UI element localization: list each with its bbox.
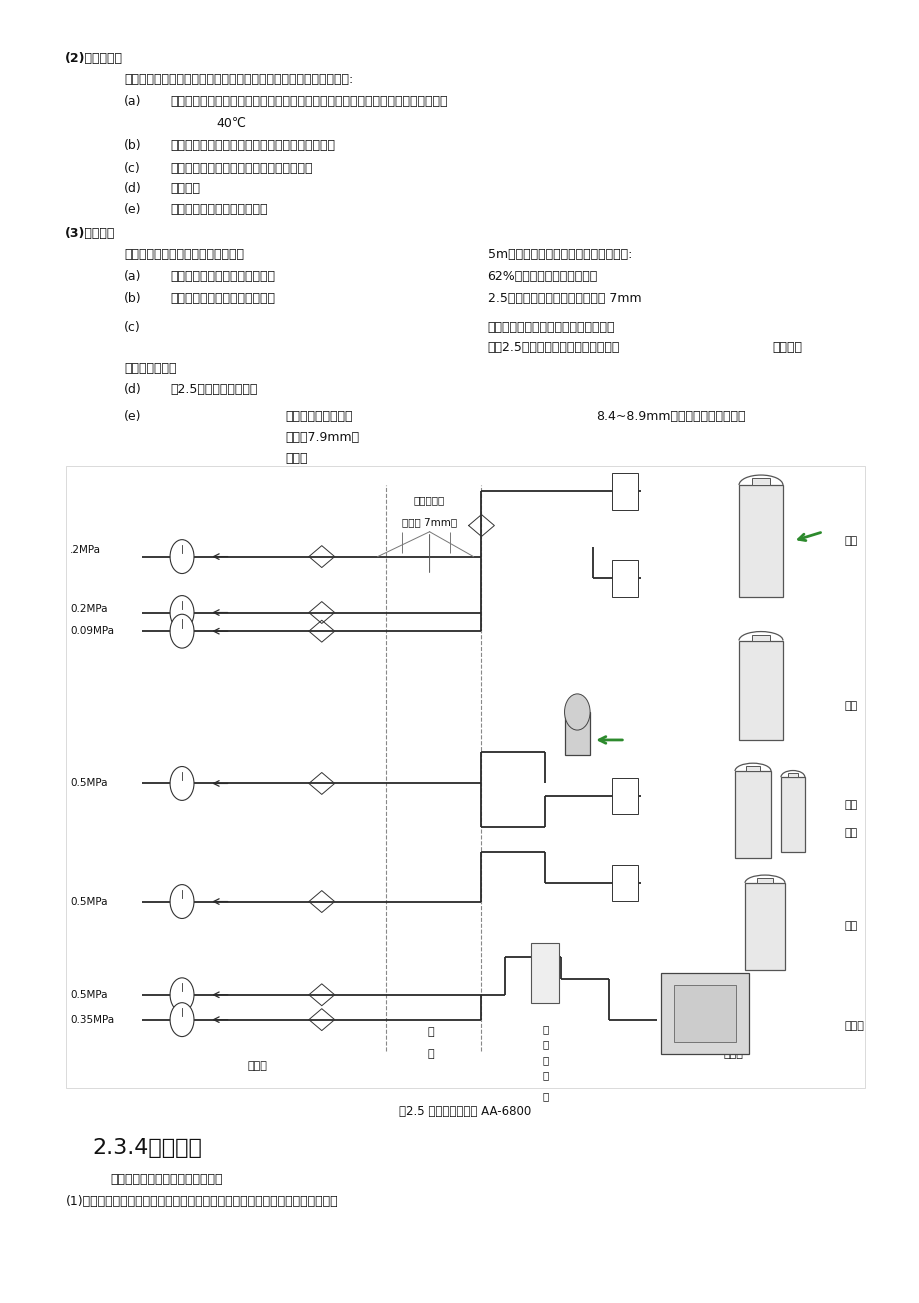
Circle shape bbox=[170, 885, 194, 919]
Text: 如果钢瓶放在户外，配管必须距仪器: 如果钢瓶放在户外，配管必须距仪器 bbox=[124, 248, 244, 261]
Text: 分: 分 bbox=[541, 1055, 548, 1065]
Circle shape bbox=[170, 1003, 194, 1037]
Text: 氩气: 氩气 bbox=[844, 921, 857, 932]
Bar bbox=[752, 635, 769, 641]
Text: （内径 7mm）: （内径 7mm） bbox=[402, 517, 457, 528]
Text: 空压机: 空压机 bbox=[844, 1020, 864, 1031]
Text: (3)气体配管: (3)气体配管 bbox=[64, 227, 115, 240]
Text: 氢气: 氢气 bbox=[844, 701, 857, 710]
Text: 用气水分离器。: 用气水分离器。 bbox=[124, 362, 176, 375]
Circle shape bbox=[170, 977, 194, 1011]
Text: 确认管道直径不太小，不影响表: 确认管道直径不太小，不影响表 bbox=[170, 292, 275, 305]
Text: 0.2MPa: 0.2MPa bbox=[70, 605, 108, 615]
Text: 远离火花源，例如：配电盘，接地线，和高压电源: 远离火花源，例如：配电盘，接地线，和高压电源 bbox=[170, 139, 335, 152]
Text: .2MPa: .2MPa bbox=[70, 546, 101, 555]
Text: (a): (a) bbox=[124, 95, 142, 108]
Text: 截止阀: 截止阀 bbox=[285, 452, 307, 465]
Text: (e): (e) bbox=[124, 410, 142, 423]
Bar bbox=[564, 711, 589, 756]
Text: (c): (c) bbox=[124, 162, 141, 175]
Bar bbox=[66, 466, 864, 1088]
Bar bbox=[612, 865, 638, 902]
Text: 外: 外 bbox=[427, 1049, 434, 1059]
Circle shape bbox=[170, 539, 194, 573]
Text: 2.3.4通风系统: 2.3.4通风系统 bbox=[92, 1138, 201, 1157]
Text: 装一个气水分离器在空气配管系统中，: 装一个气水分离器在空气配管系统中， bbox=[487, 321, 615, 334]
Text: (a): (a) bbox=[124, 270, 142, 283]
Circle shape bbox=[170, 766, 194, 800]
Text: 水: 水 bbox=[541, 1040, 548, 1049]
Bar bbox=[612, 473, 638, 509]
Bar bbox=[738, 485, 782, 597]
Bar bbox=[738, 641, 782, 740]
Text: 图2.5是推荐的管道配置: 图2.5是推荐的管道配置 bbox=[170, 383, 257, 396]
Text: 0.5MPa: 0.5MPa bbox=[70, 896, 108, 907]
Bar bbox=[612, 778, 638, 814]
Text: 为了安全，推荐把钢瓶放在户外。选择满足下列条件的场所放置钢瓶:: 为了安全，推荐把钢瓶放在户外。选择满足下列条件的场所放置钢瓶: bbox=[124, 73, 353, 86]
Text: 就没必要: 就没必要 bbox=[772, 341, 802, 354]
Text: 62%以上的材料作乙炔管道。: 62%以上的材料作乙炔管道。 bbox=[487, 270, 597, 283]
Text: 使用不锈钢配管。不要使用含铜: 使用不锈钢配管。不要使用含铜 bbox=[170, 270, 275, 283]
Bar bbox=[734, 771, 770, 859]
Bar bbox=[788, 773, 797, 777]
Text: 0.5MPa: 0.5MPa bbox=[70, 990, 108, 999]
Text: (2)气瓶的放置: (2)气瓶的放置 bbox=[64, 52, 122, 65]
Text: 8.4~8.9mm，用于连接耐压橡皮管: 8.4~8.9mm，用于连接耐压橡皮管 bbox=[596, 410, 745, 423]
Text: 足够通风: 足够通风 bbox=[170, 182, 200, 195]
Text: 0.09MPa: 0.09MPa bbox=[70, 627, 114, 636]
Text: 亚氮: 亚氮 bbox=[844, 829, 857, 838]
Text: 0.5MPa: 0.5MPa bbox=[70, 778, 108, 788]
Text: 离: 离 bbox=[541, 1071, 548, 1080]
Text: 在原子化器的上方装一个通风罩。: 在原子化器的上方装一个通风罩。 bbox=[110, 1173, 222, 1186]
Text: 空压机: 空压机 bbox=[722, 1049, 743, 1059]
Bar bbox=[780, 777, 804, 852]
Bar bbox=[756, 878, 772, 883]
Text: 如果放在户外，不能日晒雨淋: 如果放在户外，不能日晒雨淋 bbox=[170, 203, 267, 216]
Text: (c): (c) bbox=[124, 321, 141, 334]
Circle shape bbox=[170, 595, 194, 629]
Text: (b): (b) bbox=[124, 292, 142, 305]
Text: 40℃: 40℃ bbox=[216, 117, 245, 130]
Text: (e): (e) bbox=[124, 203, 142, 216]
Text: 远离易燃品，例如：油，汽油，和有机溶剂: 远离易燃品，例如：油，汽油，和有机溶剂 bbox=[170, 162, 312, 175]
Text: 分析室: 分析室 bbox=[248, 1061, 267, 1071]
Text: (d): (d) bbox=[124, 383, 142, 396]
Text: 不锈钢配管: 不锈钢配管 bbox=[414, 495, 445, 506]
Bar bbox=[752, 478, 769, 485]
Text: 气: 气 bbox=[541, 1024, 548, 1035]
Text: 0.35MPa: 0.35MPa bbox=[70, 1015, 114, 1024]
Bar bbox=[744, 883, 784, 969]
Circle shape bbox=[564, 694, 589, 730]
Text: (1)通风罩以及排风扇和管道应该完全用金属制品。塑料制品不合适，遇热会软化: (1)通风罩以及排风扇和管道应该完全用金属制品。塑料制品不合适，遇热会软化 bbox=[66, 1195, 338, 1208]
Bar bbox=[745, 766, 759, 771]
Bar bbox=[612, 560, 638, 597]
Text: 图2.5 推荐的配管设置 AA-6800: 图2.5 推荐的配管设置 AA-6800 bbox=[399, 1105, 531, 1118]
Text: 2.5所要求的压力，管道直径至少 7mm: 2.5所要求的压力，管道直径至少 7mm bbox=[487, 292, 641, 305]
Bar bbox=[674, 985, 735, 1041]
Text: 户: 户 bbox=[427, 1027, 434, 1037]
Text: 氧化: 氧化 bbox=[844, 800, 857, 810]
Text: 见图2.5。如果供应的空气足够干燥，: 见图2.5。如果供应的空气足够干燥， bbox=[487, 341, 619, 354]
Text: 器: 器 bbox=[541, 1092, 548, 1101]
Text: 乙炔: 乙炔 bbox=[844, 536, 857, 546]
Text: (d): (d) bbox=[124, 182, 142, 195]
Circle shape bbox=[170, 614, 194, 648]
Text: 不要暴露在热源下，例如阳光直接照射或接近石墨炉等加热器；保持钢瓶的温度低于: 不要暴露在热源下，例如阳光直接照射或接近石墨炉等加热器；保持钢瓶的温度低于 bbox=[170, 95, 448, 108]
Bar bbox=[661, 973, 748, 1054]
Bar bbox=[531, 943, 559, 1002]
Text: 5m之内。此时，务必采取下列安全措施:: 5m之内。此时，务必采取下列安全措施: bbox=[487, 248, 631, 261]
Text: （内径7.9mm）: （内径7.9mm） bbox=[285, 431, 359, 444]
Text: 配备一个接头，外径: 配备一个接头，外径 bbox=[285, 410, 352, 423]
Text: (b): (b) bbox=[124, 139, 142, 152]
